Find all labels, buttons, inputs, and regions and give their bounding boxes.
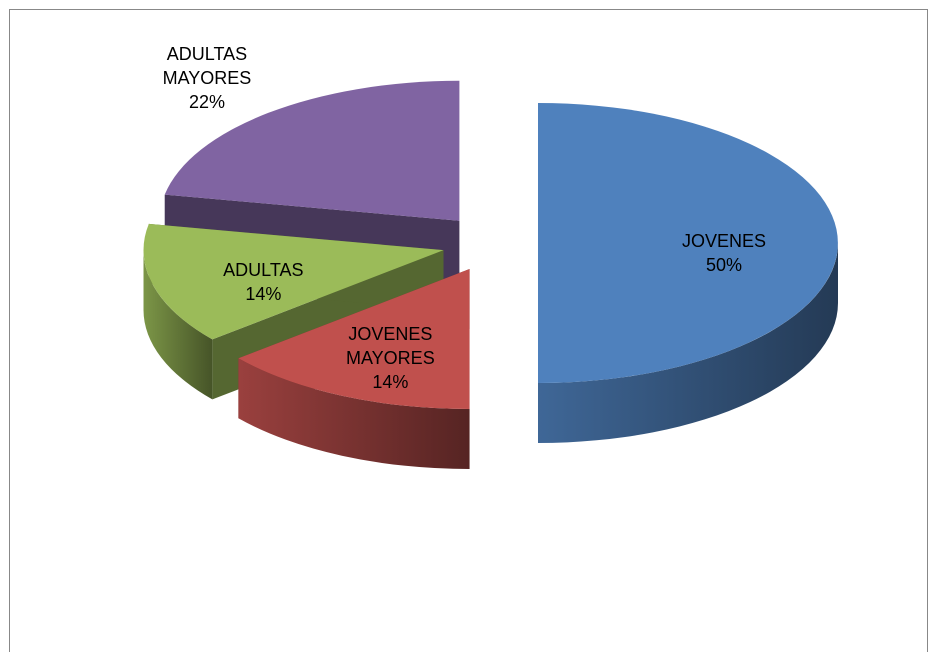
label-percent: 50%: [705, 255, 743, 275]
slice-top: [143, 223, 444, 340]
label-category: JOVENES: [681, 231, 767, 251]
chart-border: [9, 9, 928, 652]
data-label: ADULTAS 14%: [203, 258, 323, 306]
label-category: ADULTAS MAYORES: [162, 44, 252, 89]
label-percent: 14%: [245, 283, 282, 304]
data-label: ADULTAS MAYORES 22%: [147, 42, 267, 114]
data-label: JOVENES MAYORES 14%: [330, 322, 450, 394]
label-category: JOVENES MAYORES: [346, 323, 435, 368]
pie-slice: [538, 103, 838, 443]
slice-side: [143, 250, 213, 400]
slice-side: [538, 243, 838, 443]
label-category: ADULTAS: [223, 259, 304, 280]
label-percent: 22%: [188, 92, 225, 113]
pie-slice: [238, 269, 470, 470]
slice-top: [164, 80, 460, 221]
slice-side: [238, 358, 470, 470]
slice-top: [538, 103, 838, 383]
label-percent: 14%: [372, 371, 409, 392]
slice-top: [238, 269, 470, 410]
data-label: JOVENES 50%: [664, 229, 784, 277]
